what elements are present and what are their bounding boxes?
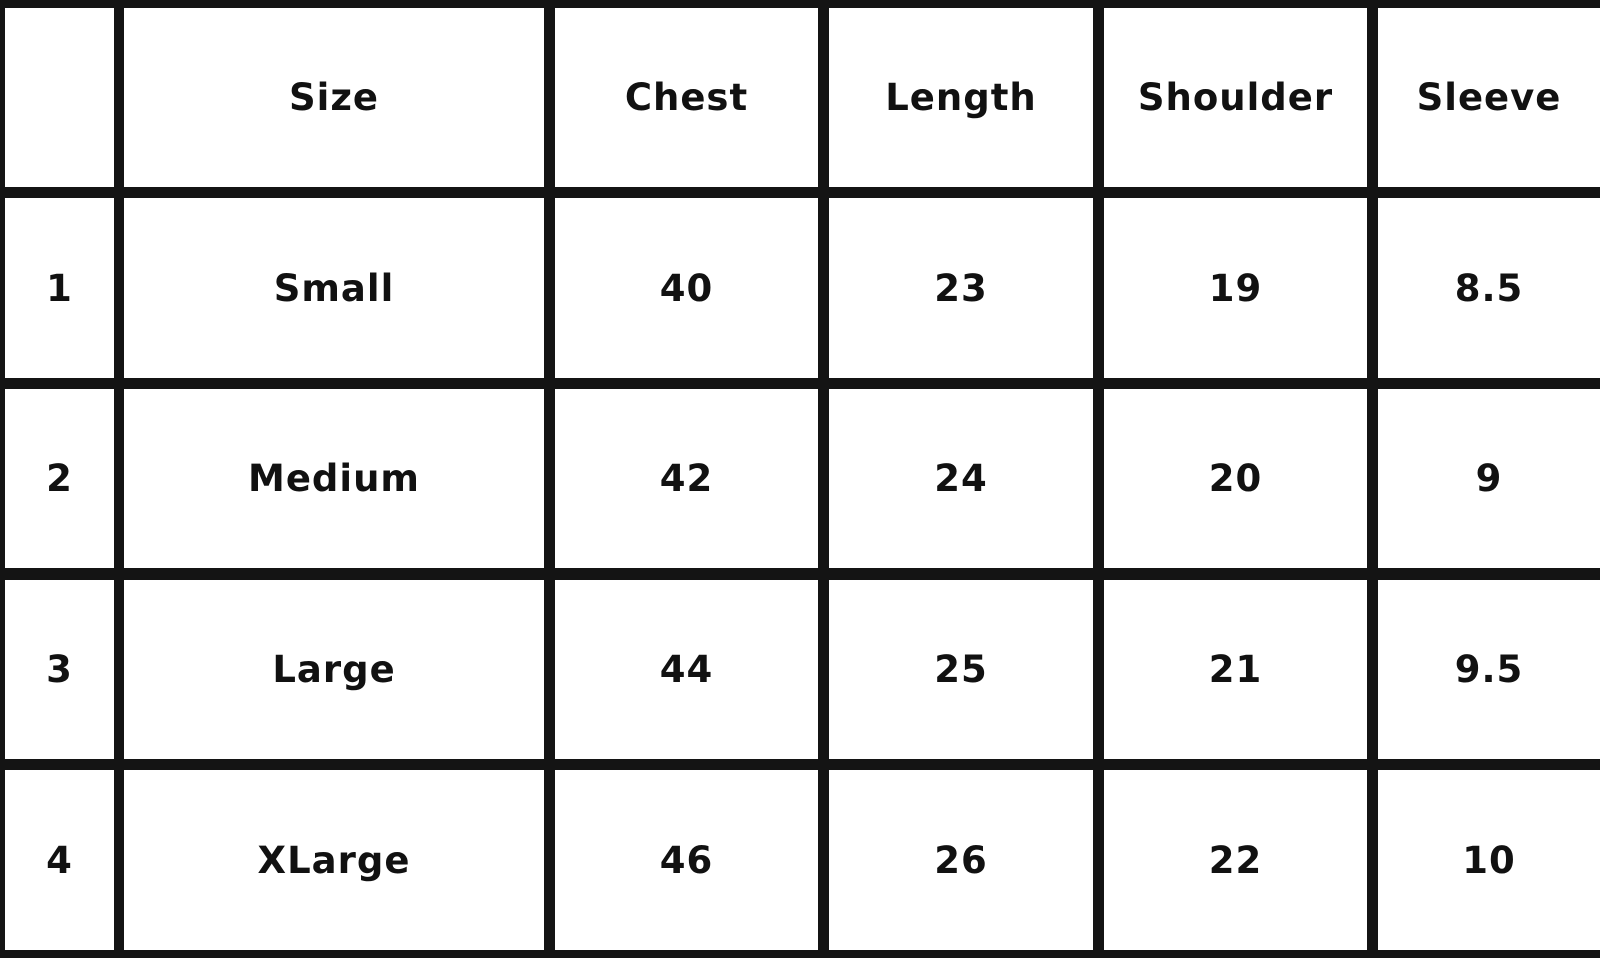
cell-index: 4 [5, 770, 114, 950]
cell-length: 26 [829, 770, 1093, 950]
header-cell-length: Length [829, 8, 1093, 187]
cell-length: 23 [829, 198, 1093, 378]
cell-chest: 46 [555, 770, 818, 950]
header-cell-shoulder: Shoulder [1104, 8, 1367, 187]
cell-size: Small [124, 198, 544, 378]
cell-sleeve: 8.5 [1378, 198, 1600, 378]
cell-size: Medium [124, 389, 544, 568]
cell-shoulder: 22 [1104, 770, 1367, 950]
cell-length: 25 [829, 580, 1093, 759]
cell-sleeve: 10 [1378, 770, 1600, 950]
cell-index: 2 [5, 389, 114, 568]
header-cell-sleeve: Sleeve [1378, 8, 1600, 187]
cell-size: XLarge [124, 770, 544, 950]
cell-shoulder: 21 [1104, 580, 1367, 759]
header-cell-size: Size [124, 8, 544, 187]
header-cell-chest: Chest [555, 8, 818, 187]
cell-shoulder: 20 [1104, 389, 1367, 568]
cell-shoulder: 19 [1104, 198, 1367, 378]
cell-index: 1 [5, 198, 114, 378]
cell-index: 3 [5, 580, 114, 759]
cell-length: 24 [829, 389, 1093, 568]
cell-size: Large [124, 580, 544, 759]
cell-sleeve: 9.5 [1378, 580, 1600, 759]
cell-sleeve: 9 [1378, 389, 1600, 568]
cell-chest: 42 [555, 389, 818, 568]
cell-chest: 44 [555, 580, 818, 759]
cell-chest: 40 [555, 198, 818, 378]
header-cell-index [5, 8, 114, 187]
